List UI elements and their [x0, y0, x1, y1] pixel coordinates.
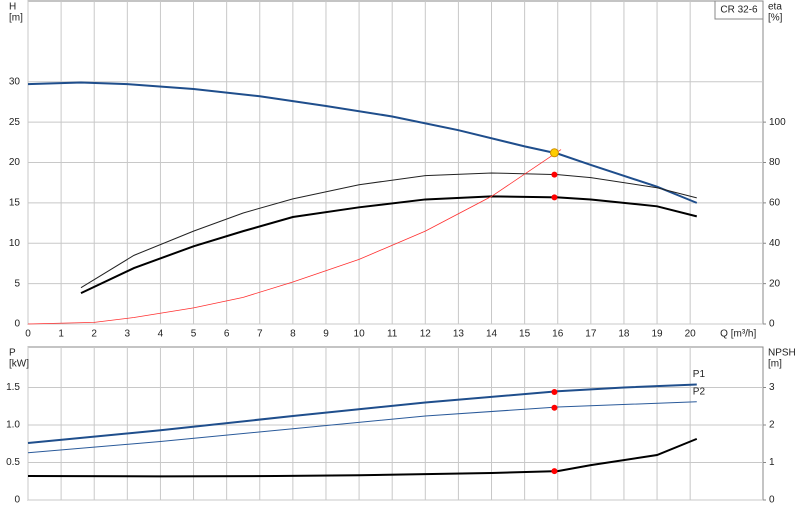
y-axis-label: H	[9, 2, 16, 13]
x-tick-label: 20	[685, 329, 697, 340]
y-tick-label: 10	[9, 238, 21, 249]
y-tick-label: 5	[14, 278, 20, 289]
x-tick-label: 4	[158, 329, 164, 340]
y-axis-unit: [m]	[9, 13, 23, 24]
y2-axis-unit: [%]	[768, 13, 783, 24]
y-tick-label: 30	[9, 76, 21, 87]
y-tick-label: 0	[14, 319, 20, 330]
operating-point	[551, 389, 558, 395]
y2-tick-label: 80	[769, 157, 781, 168]
operating-point	[551, 404, 558, 411]
y-tick-label: 15	[9, 198, 21, 209]
x-tick-label: 3	[125, 329, 131, 340]
y2-tick-label: 40	[769, 238, 781, 249]
y2-tick-label: 0	[769, 319, 775, 330]
series-line	[80, 195, 698, 295]
series-line	[27, 437, 698, 478]
y2-tick-label: 100	[769, 117, 786, 128]
y-axis-label: P	[9, 348, 16, 359]
series-label: P1	[693, 369, 706, 380]
x-tick-label: 15	[519, 329, 531, 340]
x-tick-label: 0	[25, 329, 31, 340]
y-tick-label: 1.5	[6, 382, 20, 393]
y-tick-label: 25	[9, 117, 21, 128]
chart-title: CR 32-6	[720, 5, 758, 16]
x-tick-label: 11	[387, 329, 398, 340]
series-label: P2	[693, 386, 706, 397]
x-tick-label: 2	[91, 329, 97, 340]
x-tick-label: 9	[323, 329, 329, 340]
series-line	[27, 81, 698, 204]
operating-point	[551, 468, 558, 475]
x-tick-label: 5	[191, 329, 197, 340]
x-axis-label: Q [m³/h]	[720, 329, 756, 340]
x-tick-label: 17	[585, 329, 597, 340]
y-tick-label: 1.0	[6, 420, 20, 431]
x-tick-label: 16	[552, 329, 564, 340]
x-tick-label: 8	[290, 329, 296, 340]
y2-axis-label: NPSH	[768, 348, 796, 359]
x-tick-label: 14	[486, 329, 498, 340]
x-tick-label: 10	[354, 329, 366, 340]
operating-point	[551, 194, 558, 201]
y2-tick-label: 1	[769, 457, 775, 468]
y-tick-label: 0.5	[6, 457, 20, 468]
x-tick-label: 1	[58, 329, 64, 340]
series-line	[80, 172, 697, 289]
operating-point	[549, 148, 559, 158]
legend-box	[714, 0, 764, 20]
x-tick-label: 7	[257, 329, 263, 340]
x-tick-label: 12	[420, 329, 432, 340]
y-tick-label: 20	[9, 157, 21, 168]
y2-tick-label: 20	[769, 278, 781, 289]
x-tick-label: 18	[618, 329, 630, 340]
series-line	[27, 401, 697, 454]
operating-point	[551, 171, 558, 178]
y-tick-label: 0	[14, 495, 20, 506]
x-tick-label: 6	[224, 329, 230, 340]
x-tick-label: 19	[651, 329, 663, 340]
x-tick-label: 13	[453, 329, 465, 340]
y2-axis-unit: [m]	[768, 359, 782, 370]
y2-tick-label: 0	[769, 495, 775, 506]
y-axis-unit: [kW]	[9, 359, 29, 370]
series-line	[27, 149, 562, 325]
y2-tick-label: 2	[769, 420, 775, 431]
series-line	[27, 383, 697, 444]
y2-axis-label: eta	[768, 2, 782, 13]
y2-tick-label: 60	[769, 198, 781, 209]
y2-tick-label: 3	[769, 382, 775, 393]
